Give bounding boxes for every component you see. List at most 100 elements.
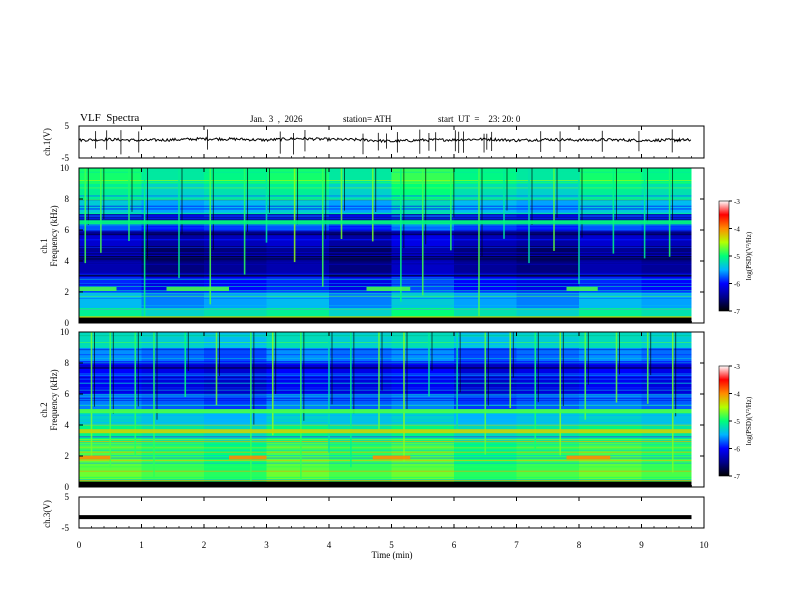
ch1-colorbar-label: log(PSD)(V²/Hz) (745, 231, 753, 280)
ch1-spec-tone-band (566, 286, 598, 291)
ch2-spec-cell (391, 394, 455, 410)
ch2-spec-cell (329, 394, 392, 410)
ch2-spec-cell (266, 440, 330, 457)
ch1-spec-tone-band (79, 286, 117, 291)
ch2-spec-cell (579, 409, 642, 426)
ch2-spec-cell (329, 378, 392, 395)
ch2-spec-cell (641, 378, 692, 395)
ch2-colorbar-tick-label: -3 (734, 363, 740, 371)
ch1-spec-cell (516, 276, 580, 293)
ch2-colorbar-scale (718, 365, 730, 477)
ch1-spec-cell (516, 230, 580, 246)
ch1-spec-cell (141, 230, 205, 246)
ch2-spec-no-data (691, 332, 704, 487)
ch1-spec-cell (516, 199, 580, 215)
ch2-colorbar-tick-label: -7 (734, 473, 740, 481)
ch1-spec-cell (641, 199, 692, 215)
ch1-spec-ytick-label: 6 (65, 225, 70, 235)
ch2-spec-tone-band (566, 455, 611, 460)
ch2-spec-cell (641, 456, 692, 472)
ch1-spec-ytick-label: 4 (65, 256, 70, 266)
ch2-spectrogram (79, 332, 704, 487)
ch2-spec-cell (641, 394, 692, 410)
ch2-spec-cell (391, 409, 455, 426)
ch1-wave-ytick-label: 5 (65, 121, 70, 131)
ch2-spec-ytick-label: 0 (65, 482, 70, 492)
ch1-spec-cell (204, 199, 267, 215)
ch2-spec-cell (516, 456, 580, 472)
ch1-spec-cell (141, 199, 205, 215)
ch2-spec-cell (579, 347, 642, 364)
ch1-spec-cell (579, 230, 642, 246)
ch1-spec-cell (516, 183, 580, 200)
ch2-spec-cell (454, 456, 517, 472)
ch2-spec-tone-band (79, 409, 692, 414)
panel-frame-w3 (78, 496, 705, 529)
ch1-spec-cell (516, 168, 580, 184)
x-tick-label: 0 (77, 540, 82, 550)
ch1-colorbar-scale (718, 200, 730, 312)
ch2-spec-cell (641, 409, 692, 426)
ch1-spec-cell (579, 168, 642, 184)
x-tick-label: 3 (264, 540, 269, 550)
ch2-spec-ytick-label: 8 (65, 358, 70, 368)
ch2-spec-cell (266, 347, 330, 364)
ch2-colorbar-tick-label: -5 (734, 418, 740, 426)
x-tick-label: 2 (202, 540, 207, 550)
ch2-spec-cell (266, 456, 330, 472)
ch2-spec-cell (204, 440, 267, 457)
ch1-spec-tone-band (366, 286, 411, 291)
ch3-wave-ytick-label: 5 (65, 492, 70, 502)
x-tick-label: 5 (389, 540, 394, 550)
ch1-spec-ylabel-top: ch.1 (39, 238, 49, 253)
ch2-spec-ytick-label: 10 (60, 327, 70, 337)
ch1-colorbar-tick-label: -3 (734, 198, 740, 206)
ch1-spec-cell (329, 199, 392, 215)
ch2-spec-cell (391, 440, 455, 457)
ch2-spec-lf-stripe (79, 481, 692, 487)
ch2-spec-ytick-label: 6 (65, 389, 70, 399)
ch1-spec-cell (579, 199, 642, 215)
ch1-spec-cell (641, 183, 692, 200)
ch1-spec-tone-band (79, 220, 692, 225)
ch1-spec-cell (329, 230, 392, 246)
ch2-spec-cell (204, 394, 267, 410)
ch2-spec-cell (391, 456, 455, 472)
ch2-spec-ytick-label: 4 (65, 420, 70, 430)
waveform-traces (78, 129, 692, 520)
ch2-spec-cell (579, 394, 642, 410)
ch2-spec-cell (516, 378, 580, 395)
ch2-spec-cell (641, 440, 692, 457)
ch1-spec-cell (141, 168, 205, 184)
ch1-spec-cell (641, 230, 692, 246)
ch1-spec-ytick-label: 0 (65, 318, 70, 328)
ch2-spec-cell (329, 347, 392, 364)
ch2-spec-tone-band (79, 429, 692, 434)
ch2-spec-ytick-label: 2 (65, 451, 70, 461)
ch1-waveform-trace (78, 136, 692, 144)
ch2-spec-cell (141, 440, 205, 457)
ch2-spec-tone-band (79, 455, 111, 460)
ch1-colorbar-tick-label: -6 (734, 281, 740, 289)
axis-ticks (78, 125, 705, 529)
ch1-spec-cell (454, 199, 517, 215)
ch1-spec-no-data (691, 168, 704, 323)
date-label: Jan. 3 , 2026 (250, 114, 303, 124)
ch2-spec-cell (329, 440, 392, 457)
ch2-spec-cell (329, 409, 392, 426)
x-tick-label: 8 (577, 540, 582, 550)
ch1-spec-cell (329, 168, 392, 184)
ch1-spec-cell (329, 183, 392, 200)
ch1-wave-ytick-label: -5 (62, 153, 70, 163)
ch3-wave-ylabel: ch.3(V) (42, 500, 52, 528)
figure-title: VLF Spectra (80, 112, 140, 124)
x-tick-label: 10 (700, 540, 710, 550)
ch1-spec-cell (141, 183, 205, 200)
x-tick-label: 7 (514, 540, 519, 550)
ch2-colorbar-label: log(PSD)(V²/Hz) (745, 396, 753, 445)
ch2-spec-cell (266, 394, 330, 410)
x-axis-label: Time (min) (372, 550, 413, 560)
